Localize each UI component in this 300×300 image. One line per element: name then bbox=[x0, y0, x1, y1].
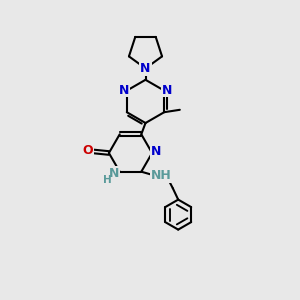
Text: O: O bbox=[82, 144, 93, 158]
Text: N: N bbox=[118, 83, 129, 97]
Text: N: N bbox=[109, 167, 119, 180]
Text: NH: NH bbox=[150, 169, 171, 182]
Text: N: N bbox=[140, 62, 151, 75]
Text: H: H bbox=[103, 175, 112, 185]
Text: N: N bbox=[151, 145, 161, 158]
Text: N: N bbox=[162, 83, 172, 97]
